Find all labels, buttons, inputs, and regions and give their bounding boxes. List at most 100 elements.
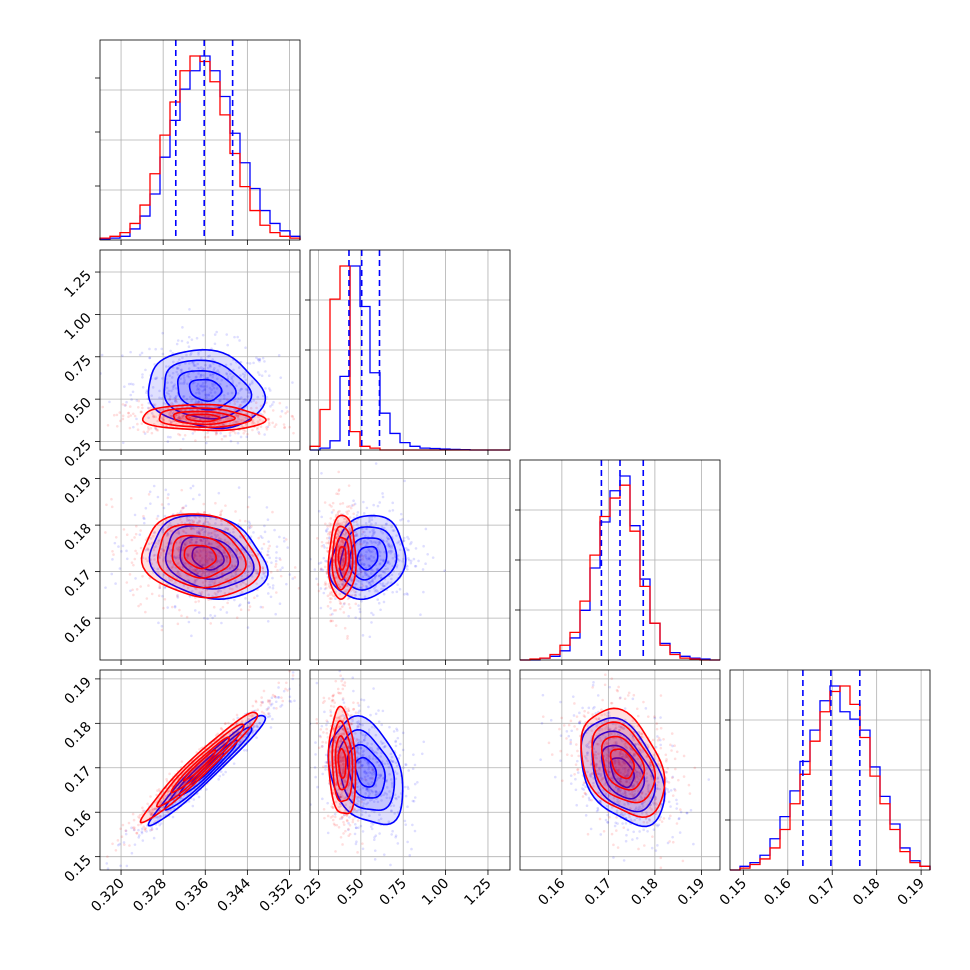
scatter-point: [369, 554, 373, 558]
scatter-point: [321, 568, 325, 572]
scatter-point: [274, 562, 278, 566]
scatter-point: [414, 547, 418, 550]
scatter-point: [137, 405, 140, 409]
scatter-point: [150, 812, 154, 815]
scatter-point: [189, 540, 193, 543]
scatter-point: [228, 550, 231, 553]
density-contour: [182, 749, 217, 782]
scatter-point: [284, 538, 288, 541]
scatter-point: [345, 796, 348, 800]
scatter-point: [227, 721, 230, 725]
scatter-point: [330, 523, 333, 526]
density-contour: [183, 544, 217, 570]
scatter-point: [385, 540, 389, 543]
scatter-point: [187, 335, 191, 339]
scatter-point: [403, 819, 407, 823]
scatter-point: [158, 586, 162, 590]
scatter-point: [324, 586, 328, 590]
scatter-point: [375, 761, 379, 764]
scatter-point: [125, 581, 129, 584]
scatter-point: [318, 734, 322, 738]
scatter-point: [381, 584, 385, 588]
histogram-panel-3: [730, 670, 931, 871]
scatter-point: [401, 731, 405, 735]
scatter-point: [322, 731, 325, 734]
scatter-point: [326, 801, 329, 805]
scatter-point: [225, 558, 228, 562]
scatter-point: [360, 553, 363, 556]
scatter-point: [274, 565, 277, 568]
scatter-point: [219, 538, 223, 541]
scatter-point: [133, 828, 136, 831]
scatter-point: [210, 565, 214, 569]
scatter-point: [251, 421, 255, 424]
scatter-point: [317, 509, 321, 513]
scatter-point: [199, 554, 202, 557]
scatter-point: [238, 603, 242, 606]
scatter-point: [329, 714, 333, 717]
scatter-point: [209, 551, 212, 554]
scatter-point: [293, 566, 297, 569]
scatter-point: [149, 427, 153, 430]
scatter-point: [354, 590, 358, 594]
scatter-point: [389, 804, 393, 808]
scatter-point: [189, 416, 193, 420]
scatter-point: [343, 796, 347, 799]
scatter-point: [152, 484, 156, 488]
scatter-point: [328, 536, 331, 539]
scatter-point: [206, 617, 209, 621]
scatter-point: [335, 524, 339, 528]
scatter-point: [330, 590, 334, 594]
scatter-point: [342, 559, 345, 563]
scatter-point: [208, 583, 211, 587]
scatter-point: [177, 414, 181, 418]
scatter-point: [252, 554, 255, 558]
scatter-point: [162, 419, 165, 422]
scatter-point: [377, 540, 381, 544]
scatter-point: [166, 533, 169, 537]
scatter-point: [382, 600, 386, 604]
scatter-point: [359, 731, 363, 735]
scatter-point: [203, 388, 206, 392]
scatter-point: [395, 727, 398, 731]
scatter-point: [165, 810, 169, 813]
scatter-point: [398, 559, 401, 562]
scatter-point: [149, 813, 153, 817]
scatter-point: [363, 775, 367, 779]
scatter-point: [236, 568, 240, 572]
scatter-point: [266, 518, 270, 522]
scatter-point: [213, 367, 216, 370]
scatter-point: [257, 536, 260, 540]
scatter-point: [225, 611, 229, 614]
scatter-point: [366, 761, 369, 765]
scatter-point: [333, 724, 336, 727]
scatter-point: [202, 531, 206, 534]
scatter-point: [239, 740, 243, 744]
scatter-point: [255, 724, 259, 727]
scatter-point: [215, 560, 219, 564]
scatter-point: [236, 743, 240, 746]
scatter-point: [123, 385, 126, 388]
scatter-point: [371, 529, 374, 532]
scatter-point: [334, 576, 337, 579]
scatter-point: [225, 560, 229, 563]
scatter-point: [379, 576, 383, 580]
scatter-point: [191, 526, 195, 529]
scatter-point: [343, 717, 346, 721]
scatter-point: [215, 568, 219, 572]
scatter-point: [169, 559, 172, 563]
scatter-point: [342, 733, 346, 736]
scatter-point: [148, 347, 151, 351]
scatter-point: [338, 601, 342, 605]
scatter-point: [328, 503, 332, 507]
scatter-point: [361, 558, 364, 561]
scatter-point: [388, 544, 391, 547]
scatter-point: [158, 538, 161, 542]
scatter-point: [370, 742, 374, 746]
scatter-point: [141, 827, 144, 831]
scatter-point: [354, 711, 358, 714]
scatter-point: [357, 799, 360, 803]
scatter-point: [341, 501, 345, 505]
scatter-point: [199, 592, 203, 596]
scatter-point: [367, 556, 371, 560]
